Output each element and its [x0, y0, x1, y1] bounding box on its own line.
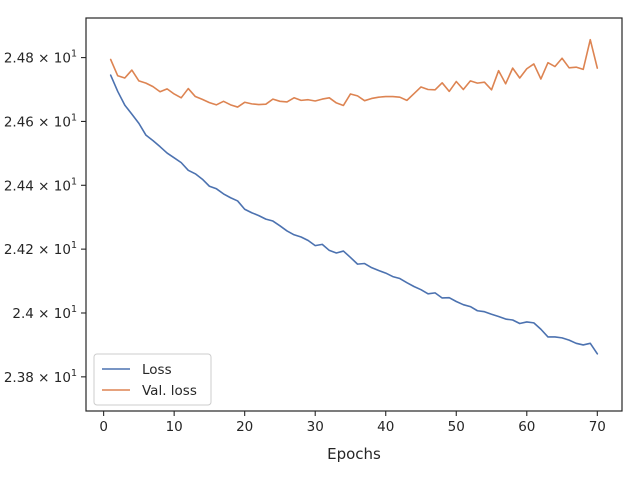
- x-tick-label: 0: [99, 419, 108, 435]
- x-axis-label: Epochs: [327, 445, 381, 463]
- x-tick-label: 50: [448, 419, 465, 435]
- legend-label: Val. loss: [142, 383, 197, 399]
- y-tick-label: 2.46 × 101: [4, 112, 77, 130]
- legend: Loss Val. loss: [93, 353, 212, 406]
- series-layer: [109, 38, 599, 355]
- x-tick-label: 30: [307, 419, 324, 435]
- axes-layer: 0 10 20 30 40 50 60 70 2.38 × 101 2.4 × 101 2.42 ×…: [4, 49, 606, 435]
- plot-frame: [85, 17, 623, 412]
- y-tick-label: 2.44 × 101: [4, 176, 77, 194]
- x-tick-label: 60: [518, 419, 535, 435]
- y-tick-label: 2.38 × 101: [4, 368, 77, 386]
- y-tick-label: 2.42 × 101: [4, 240, 77, 258]
- legend-box: [93, 353, 212, 406]
- x-tick-label: 20: [236, 419, 253, 435]
- plot-area: [86, 18, 622, 411]
- x-tick-label: 10: [166, 419, 183, 435]
- x-tick-label: 40: [377, 419, 394, 435]
- y-tick-label: 2.4 × 101: [12, 304, 77, 322]
- series-line-loss: [109, 74, 599, 355]
- x-tick-label: 70: [589, 419, 606, 435]
- y-tick-label: 2.48 × 101: [4, 49, 77, 67]
- legend-label: Loss: [142, 362, 172, 378]
- series-line-val-loss: [109, 38, 599, 108]
